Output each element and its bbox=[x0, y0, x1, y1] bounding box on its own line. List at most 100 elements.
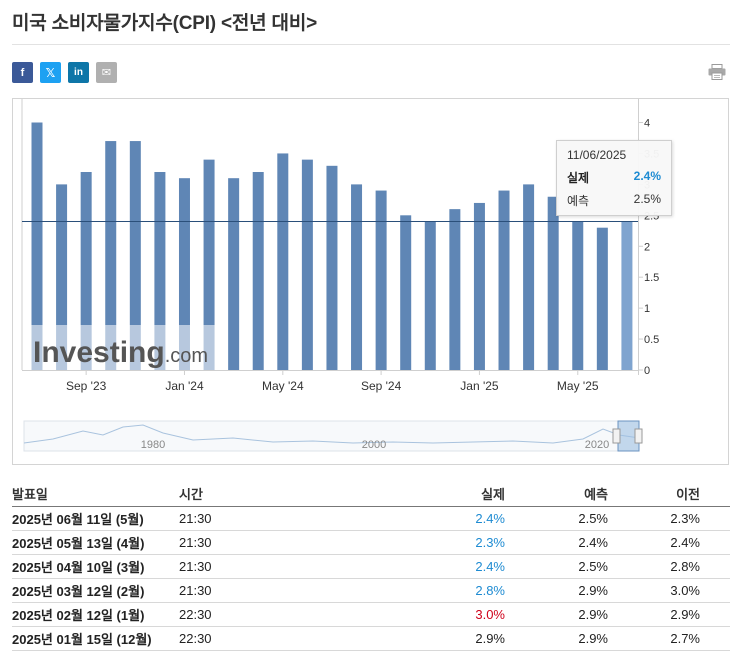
row-date: 2025년 02월 12일 (1월) bbox=[12, 608, 145, 623]
chart-bar bbox=[154, 172, 166, 370]
navigator bbox=[23, 420, 640, 452]
chart-bar bbox=[596, 227, 608, 370]
cpi-bar-chart: Investing.com 00.511.522.533.54 Sep '23J… bbox=[21, 99, 659, 452]
row-previous: 3.0% bbox=[670, 583, 700, 598]
chart-bar bbox=[56, 184, 68, 371]
chart-bar bbox=[252, 172, 264, 370]
row-previous: 2.7% bbox=[670, 631, 700, 646]
row-actual: 2.4% bbox=[475, 511, 505, 526]
chart-bar bbox=[400, 215, 412, 370]
tooltip-actual-value: 2.4% bbox=[633, 169, 661, 183]
chart-bar bbox=[301, 159, 313, 371]
y-tick-label: 0 bbox=[644, 365, 650, 377]
release-history-table: 발표일 시간 실제 예측 이전 2025년 06월 11일 (5월) 21:30… bbox=[12, 481, 730, 651]
navigator-label: 2020 bbox=[585, 439, 609, 451]
row-forecast: 2.9% bbox=[578, 631, 608, 646]
watermark-band bbox=[27, 325, 227, 370]
print-icon[interactable] bbox=[708, 64, 726, 80]
navigator-series bbox=[23, 424, 640, 444]
chart-bar bbox=[449, 209, 461, 371]
linkedin-share-button[interactable]: in bbox=[68, 62, 89, 83]
row-actual: 2.8% bbox=[475, 583, 505, 598]
row-time: 21:30 bbox=[179, 559, 212, 574]
investing-watermark: Investing.com bbox=[33, 336, 208, 369]
twitter-share-button[interactable]: 𝕏 bbox=[40, 62, 61, 83]
linkedin-icon: in bbox=[74, 67, 83, 78]
row-time: 21:30 bbox=[179, 583, 212, 598]
facebook-icon: f bbox=[20, 66, 25, 79]
table-row: 2025년 03월 12일 (2월) 21:30 2.8% 2.9% 3.0% bbox=[12, 579, 730, 603]
chart-bar bbox=[80, 172, 92, 370]
y-tick-label: 2 bbox=[644, 241, 650, 253]
chart-bar bbox=[105, 141, 117, 370]
chart-bar bbox=[326, 165, 338, 370]
header-previous[interactable]: 이전 bbox=[676, 487, 700, 502]
row-forecast: 2.5% bbox=[578, 559, 608, 574]
row-time: 22:30 bbox=[179, 631, 212, 646]
chart-bar bbox=[523, 184, 535, 371]
x-tick-label: Sep '24 bbox=[361, 379, 402, 393]
row-date: 2025년 01월 15일 (12월) bbox=[12, 632, 152, 647]
y-tick-label: 4 bbox=[644, 118, 650, 130]
table-header: 발표일 시간 실제 예측 이전 bbox=[12, 481, 730, 507]
table-row: 2025년 04월 10일 (3월) 21:30 2.4% 2.5% 2.8% bbox=[12, 555, 730, 579]
page-title: 미국 소비자물가지수(CPI) <전년 대비> bbox=[12, 13, 317, 34]
chart-bar bbox=[178, 178, 190, 370]
y-tick-label: 1.5 bbox=[644, 272, 659, 284]
x-tick-label: Sep '23 bbox=[66, 379, 107, 393]
row-forecast: 2.9% bbox=[578, 607, 608, 622]
chart-bar bbox=[351, 184, 363, 371]
row-previous: 2.3% bbox=[670, 511, 700, 526]
email-icon: ✉ bbox=[101, 67, 112, 79]
chart-bar bbox=[473, 202, 485, 370]
table-row: 2025년 06월 11일 (5월) 21:30 2.4% 2.5% 2.3% bbox=[12, 507, 730, 531]
table-row: 2025년 02월 12일 (1월) 22:30 3.0% 2.9% 2.9% bbox=[12, 603, 730, 627]
row-date: 2025년 05월 13일 (4월) bbox=[12, 536, 145, 551]
table-row: 2025년 01월 15일 (12월) 22:30 2.9% 2.9% 2.7% bbox=[12, 627, 730, 651]
chart-bar bbox=[424, 221, 436, 370]
tooltip-forecast-value: 2.5% bbox=[633, 192, 661, 206]
y-tick-label: 1 bbox=[644, 303, 650, 315]
email-share-button[interactable]: ✉ bbox=[96, 62, 117, 83]
chart-bar bbox=[203, 159, 215, 371]
chart-bar bbox=[31, 122, 43, 370]
row-time: 21:30 bbox=[179, 511, 212, 526]
x-tick-label: Jan '24 bbox=[165, 379, 204, 393]
x-tick-label: May '25 bbox=[557, 379, 599, 393]
header-forecast[interactable]: 예측 bbox=[584, 487, 608, 502]
title-divider bbox=[12, 44, 730, 45]
header-date[interactable]: 발표일 bbox=[12, 487, 48, 502]
row-previous: 2.8% bbox=[670, 559, 700, 574]
chart-bar bbox=[228, 178, 240, 370]
row-forecast: 2.9% bbox=[578, 583, 608, 598]
chart-bar bbox=[498, 190, 510, 370]
row-time: 21:30 bbox=[179, 535, 212, 550]
chart-container[interactable]: Investing.com 00.511.522.533.54 Sep '23J… bbox=[12, 98, 729, 465]
twitter-icon: 𝕏 bbox=[45, 65, 56, 80]
header-actual[interactable]: 실제 bbox=[481, 487, 505, 502]
header-time[interactable]: 시간 bbox=[179, 487, 203, 502]
row-forecast: 2.4% bbox=[578, 535, 608, 550]
chart-bar bbox=[621, 221, 633, 370]
navigator-handle-left bbox=[612, 428, 621, 444]
chart-bar bbox=[375, 190, 387, 370]
tooltip-actual-label: 실제 bbox=[567, 171, 590, 185]
chart-tooltip: 11/06/2025 실제 2.4% 예측 2.5% bbox=[556, 140, 672, 216]
chart-bar bbox=[277, 153, 289, 370]
chart-bar bbox=[129, 141, 141, 370]
row-previous: 2.4% bbox=[670, 535, 700, 550]
navigator-label: 1980 bbox=[141, 439, 165, 451]
row-date: 2025년 04월 10일 (3월) bbox=[12, 560, 145, 575]
row-forecast: 2.5% bbox=[578, 511, 608, 526]
y-tick-label: 0.5 bbox=[644, 334, 659, 346]
x-tick-label: May '24 bbox=[262, 379, 304, 393]
row-actual: 2.3% bbox=[475, 535, 505, 550]
row-time: 22:30 bbox=[179, 607, 212, 622]
navigator-label: 2000 bbox=[362, 439, 386, 451]
row-date: 2025년 06월 11일 (5월) bbox=[12, 512, 144, 527]
tooltip-forecast-label: 예측 bbox=[567, 194, 590, 208]
navigator-handle-right bbox=[634, 428, 643, 444]
row-actual: 2.4% bbox=[475, 559, 505, 574]
facebook-share-button[interactable]: f bbox=[12, 62, 33, 83]
table-row: 2025년 05월 13일 (4월) 21:30 2.3% 2.4% 2.4% bbox=[12, 531, 730, 555]
